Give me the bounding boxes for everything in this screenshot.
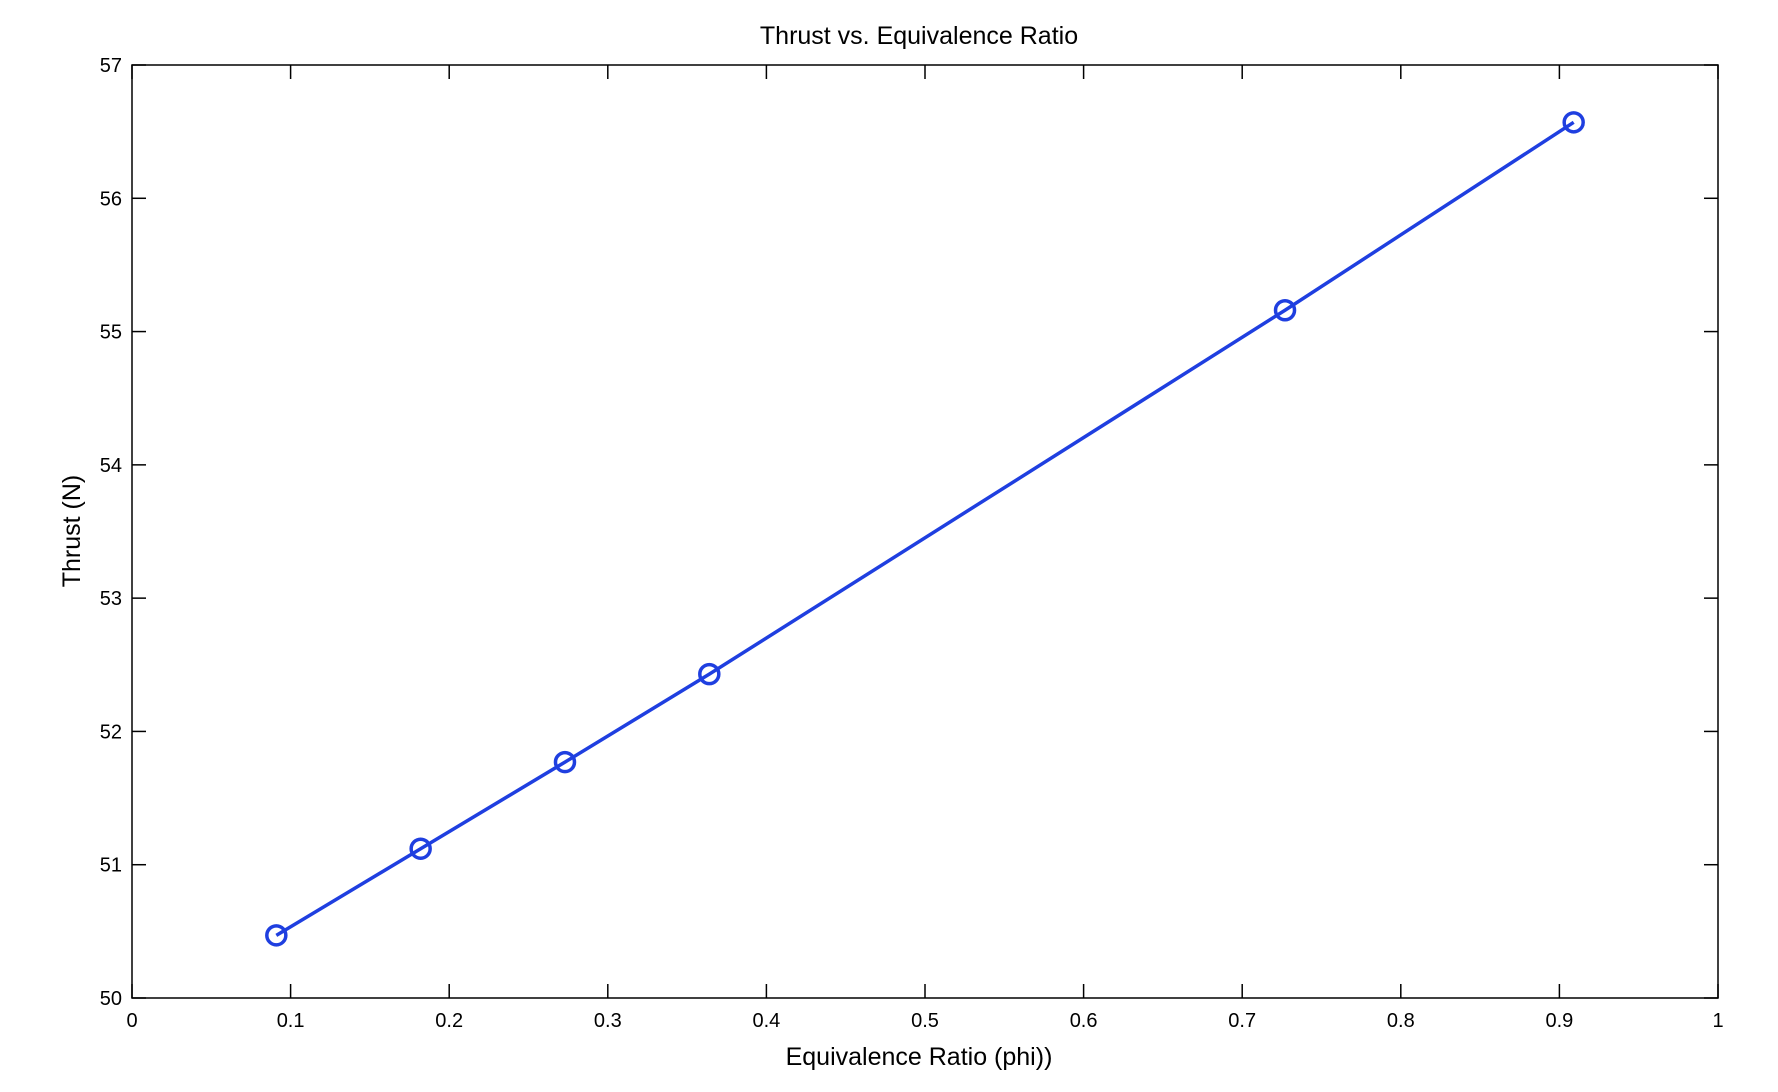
data-point-marker	[1562, 111, 1585, 134]
x-tick-label: 0.7	[1228, 1010, 1256, 1032]
x-axis-ticks	[131, 65, 1719, 998]
x-tick-label: 0.4	[752, 1010, 780, 1032]
y-tick-label: 53	[100, 588, 122, 610]
data-point-marker	[553, 750, 577, 774]
data-point-marker	[698, 662, 721, 686]
x-axis-tick-labels: 0 0.1 0.2 0.3 0.4 0.5 0.6 0.7 0.8 0.9 1	[126, 1010, 1723, 1032]
x-tick-label: 0.9	[1545, 1010, 1573, 1032]
y-axis-label: Thrust (N)	[58, 475, 86, 588]
series-layer	[265, 111, 1585, 947]
plot-area	[131, 64, 1719, 999]
data-point-marker	[409, 837, 432, 860]
data-point-marker	[265, 924, 288, 947]
x-tick-label: 0.8	[1387, 1010, 1415, 1032]
y-axis-ticks	[132, 64, 1718, 999]
data-point-marker	[1273, 298, 1297, 322]
x-tick-label: 1	[1712, 1010, 1723, 1032]
y-tick-label: 52	[100, 721, 122, 743]
y-tick-label: 50	[100, 988, 122, 1010]
x-tick-label: 0.1	[277, 1010, 305, 1032]
y-tick-label: 57	[100, 55, 122, 77]
x-tick-label: 0.6	[1070, 1010, 1098, 1032]
y-tick-label: 56	[100, 188, 122, 210]
x-tick-label: 0.5	[911, 1010, 939, 1032]
x-tick-label: 0.2	[435, 1010, 463, 1032]
chart-title: Thrust vs. Equivalence Ratio	[760, 22, 1078, 50]
series-line	[275, 120, 1575, 937]
y-tick-label: 55	[100, 322, 122, 344]
y-tick-label: 51	[100, 855, 122, 877]
x-tick-label: 0	[126, 1010, 137, 1032]
x-tick-label: 0.3	[594, 1010, 622, 1032]
y-axis-tick-labels: 50 51 52 53 54 55 56 57	[100, 55, 122, 1010]
y-tick-label: 54	[100, 455, 122, 477]
x-axis-label: Equivalence Ratio (phi))	[786, 1043, 1053, 1071]
